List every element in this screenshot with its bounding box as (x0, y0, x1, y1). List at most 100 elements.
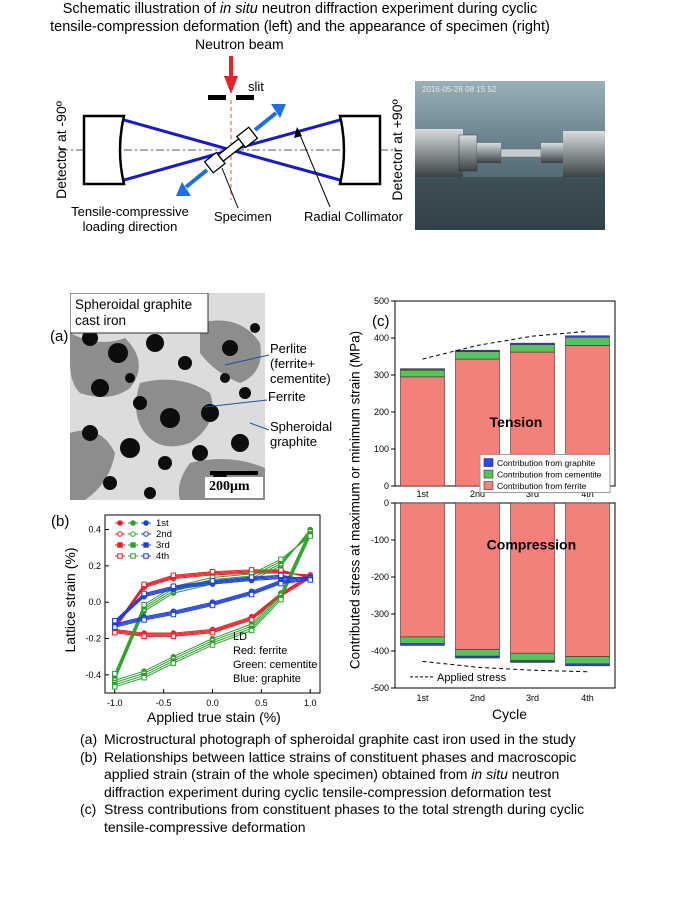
x-tick-label: 1st (416, 489, 429, 499)
y-tick-label: 100 (374, 444, 389, 454)
graphite-point (170, 583, 177, 589)
x-tick-label: -0.5 (156, 698, 172, 708)
legend-marker (143, 520, 149, 526)
graphite-point (112, 624, 118, 630)
y-tick-label: 200 (374, 407, 389, 417)
bar-segment (455, 351, 500, 360)
legend-box (479, 454, 611, 494)
detector-right-label: Detector at +90º (389, 99, 405, 201)
graphite-point (209, 578, 216, 584)
bar-segment (455, 649, 500, 657)
graphite-point (209, 602, 216, 609)
legend-marker (130, 542, 136, 548)
loading-arrowhead-up (271, 104, 286, 118)
loading-arrowhead-down (176, 182, 191, 196)
chart-c-ylabel: Contributed stress at maximum or minimum… (347, 330, 363, 670)
graphite-point (112, 618, 118, 624)
detector-left-label: Detector at -90º (53, 101, 69, 199)
bar-segment (565, 656, 610, 665)
experiment-schematic (60, 56, 395, 209)
legend-swatch (483, 469, 494, 479)
scale-bar-label: 200μm (209, 479, 250, 494)
legend-marker (143, 553, 149, 559)
caption-item-a: (a) Microstructural photograph of spheroi… (80, 731, 576, 747)
x-tick-label: -1.0 (107, 698, 123, 708)
neutron-beam-label: Neutron beam (195, 36, 284, 52)
figure-caption-list: (a) Microstructural photograph of spheroi… (80, 731, 640, 836)
loading-direction-label: Tensile-compressive loading direction (71, 204, 189, 234)
neutron-beam-arrowhead (224, 76, 238, 94)
micrograph-pointers (204, 354, 270, 431)
legend-marker (117, 520, 123, 526)
loading-arrow-shaft (253, 111, 278, 132)
chart-b-xlabel: Applied true stain (%) (147, 709, 281, 725)
legend-marker (130, 553, 136, 559)
chart-b-ylabel: Lattice strain (%) (62, 547, 78, 653)
x-tick-label: 0.5 (255, 698, 268, 708)
cementite-point (209, 642, 216, 648)
y-tick-label: 300 (374, 370, 389, 380)
legend-marker (117, 531, 123, 537)
graphite-label: Spheroidal graphite (270, 419, 333, 449)
graphite-point (141, 617, 147, 623)
bar-segment (400, 636, 445, 644)
x-tick-label: 4th (581, 489, 594, 499)
bar-segment (565, 335, 610, 338)
ferrite-label: Ferrite (268, 389, 306, 404)
bar-segment (510, 660, 555, 663)
bar-segment (455, 502, 500, 650)
x-tick-label: 2nd (470, 489, 485, 499)
bar-segment (510, 344, 555, 353)
specimen-pointer (221, 167, 239, 209)
graphite-point (248, 591, 255, 598)
y-tick-label: 0.0 (88, 597, 101, 607)
x-tick-label: 2nd (470, 693, 485, 703)
legend-swatch (483, 458, 494, 467)
legend-label: 2nd (156, 529, 172, 540)
graphite-point (278, 572, 284, 579)
caption-item-c: (c) Stress contributions from constituen… (80, 801, 585, 835)
cementite-point (112, 684, 118, 690)
tension-label: Tension (490, 414, 543, 430)
x-tick-label: 1.0 (304, 698, 317, 708)
ferrite-point (141, 633, 147, 640)
graphite-point (278, 580, 284, 587)
bar-segment (565, 336, 610, 346)
diffracted-beam (123, 118, 232, 152)
legend-marker (117, 542, 123, 548)
y-tick-label: 500 (374, 296, 389, 306)
panel-b-label: (b) (51, 513, 70, 530)
legend-label: 4th (156, 551, 169, 562)
cementite-point (278, 556, 284, 563)
lattice-strain-chart: -1.0 -0.5 0.0 0.5 1.0 0.4 0.2 0.0 -0.2 -0.4 1st2nd… (85, 514, 321, 708)
ferrite-point (141, 581, 147, 588)
diffracted-beam (230, 148, 341, 182)
collimator-label: Radial Collimator (304, 209, 403, 224)
y-tick-label: -300 (371, 609, 389, 619)
y-tick-label: 0.4 (88, 525, 101, 535)
legend-label: Contribution from ferrite (497, 481, 587, 491)
chart-c-xlabel: Cycle (492, 706, 528, 722)
ferrite-point (170, 633, 177, 640)
legend-label: 1st (156, 518, 169, 529)
legend-marker (130, 520, 136, 526)
bar-segment (400, 502, 445, 638)
cementite-point (170, 660, 177, 666)
graphite-point (248, 574, 255, 580)
photo-timestamp: 2016-05-26 08 15 52 (422, 85, 497, 94)
bar-segment (455, 349, 500, 352)
y-tick-label: -100 (371, 535, 389, 545)
cementite-point (141, 602, 147, 608)
y-tick-label: 0 (384, 498, 389, 508)
y-tick-label: -0.4 (85, 670, 101, 680)
collimator-pointer-head (294, 127, 302, 138)
legend-label: Contribution from graphite (497, 458, 596, 468)
legend-marker (117, 553, 123, 559)
bar-segment (400, 368, 445, 371)
bar-segment (455, 655, 500, 659)
bar-segment (400, 369, 445, 378)
micrograph-title: Spheroidal graphite cast iron (75, 297, 193, 328)
bar-segment (565, 663, 610, 667)
y-tick-label: -500 (371, 683, 389, 693)
x-tick-label: 1st (416, 693, 429, 703)
